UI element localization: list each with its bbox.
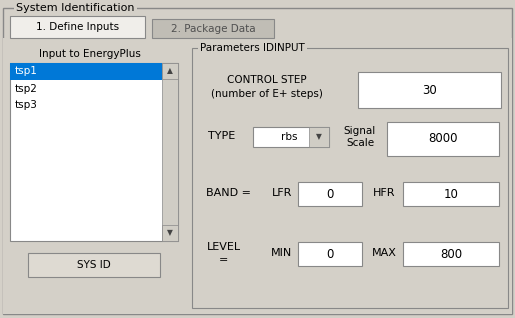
FancyBboxPatch shape [298,182,362,206]
FancyBboxPatch shape [162,63,178,79]
FancyBboxPatch shape [10,16,145,38]
Text: TYPE: TYPE [209,131,236,141]
FancyBboxPatch shape [10,63,178,241]
Text: (number of E+ steps): (number of E+ steps) [211,89,323,99]
Text: 2. Package Data: 2. Package Data [170,24,255,33]
Text: Parameters IDINPUT: Parameters IDINPUT [200,43,305,53]
Text: Input to EnergyPlus: Input to EnergyPlus [39,49,141,59]
Text: =: = [219,255,229,265]
Text: 800: 800 [440,247,462,260]
Text: rbs: rbs [281,132,298,142]
FancyBboxPatch shape [298,242,362,266]
Text: MAX: MAX [371,248,397,258]
FancyBboxPatch shape [28,253,160,277]
Text: HFR: HFR [373,188,395,198]
Text: MIN: MIN [271,248,293,258]
FancyBboxPatch shape [253,127,329,147]
Text: 1. Define Inputs: 1. Define Inputs [36,22,119,32]
FancyBboxPatch shape [3,38,512,314]
Text: ▼: ▼ [167,229,173,238]
Text: Signal: Signal [344,126,376,136]
Text: 0: 0 [327,247,334,260]
FancyBboxPatch shape [358,72,501,108]
FancyBboxPatch shape [152,19,274,38]
Text: ▼: ▼ [316,133,322,142]
Text: LFR: LFR [272,188,292,198]
FancyBboxPatch shape [162,225,178,241]
Text: ▲: ▲ [167,66,173,75]
Text: 30: 30 [422,84,437,96]
Text: tsp1: tsp1 [15,66,38,77]
Text: 0: 0 [327,188,334,201]
Text: SYS ID: SYS ID [77,260,111,270]
Text: CONTROL STEP: CONTROL STEP [227,75,307,85]
FancyBboxPatch shape [309,127,329,147]
FancyBboxPatch shape [10,63,162,80]
Text: 10: 10 [443,188,458,201]
FancyBboxPatch shape [162,63,178,241]
FancyBboxPatch shape [192,48,508,308]
Text: 8000: 8000 [428,133,458,146]
FancyBboxPatch shape [403,242,499,266]
Text: Scale: Scale [346,138,374,148]
Text: tsp3: tsp3 [15,100,38,110]
Text: tsp2: tsp2 [15,84,38,93]
Text: BAND =: BAND = [205,188,250,198]
FancyBboxPatch shape [3,8,512,314]
Text: LEVEL: LEVEL [207,242,241,252]
Text: System Identification: System Identification [16,3,134,13]
FancyBboxPatch shape [387,122,499,156]
FancyBboxPatch shape [403,182,499,206]
